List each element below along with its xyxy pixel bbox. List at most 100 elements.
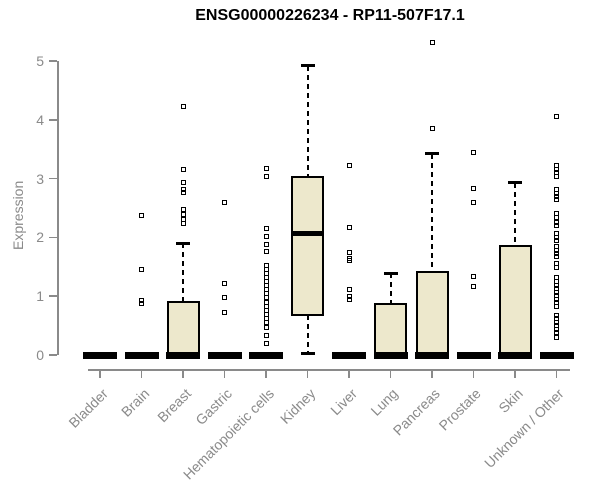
- outlier-point: [471, 149, 476, 155]
- outlier-point: [346, 162, 352, 168]
- boxplot-collapsed-bar: [456, 351, 491, 359]
- x-category-label-text: Kidney: [276, 385, 319, 427]
- outlier-point: [554, 210, 559, 216]
- x-category-label-text: Lung: [367, 385, 402, 419]
- outlier-point: [554, 330, 559, 336]
- outlier-point: [554, 222, 559, 228]
- boxplot-box: [415, 270, 449, 356]
- boxplot-box: [166, 301, 200, 356]
- outlier-point: [263, 324, 269, 330]
- y-axis-tick: [49, 177, 57, 180]
- outlier-point: [263, 226, 269, 232]
- outlier-point: [554, 265, 559, 271]
- outlier-point: [346, 258, 352, 264]
- outlier-point: [180, 216, 186, 222]
- x-category-label-text: Brain: [117, 385, 153, 420]
- outlier-point: [554, 238, 559, 244]
- median-line: [373, 351, 408, 359]
- outlier-point: [263, 241, 269, 247]
- outlier-point: [139, 212, 144, 218]
- outlier-point: [263, 249, 269, 254]
- x-axis-tick: [99, 369, 101, 378]
- outlier-point: [554, 219, 559, 225]
- boxplot-collapsed-bar: [332, 351, 366, 359]
- outlier-point: [139, 300, 144, 306]
- outlier-point: [554, 174, 559, 180]
- outlier-point: [263, 332, 269, 338]
- y-tick-label: 2: [36, 229, 44, 246]
- outlier-point: [346, 249, 352, 255]
- outlier-point: [180, 221, 186, 227]
- outlier-point: [429, 125, 435, 131]
- y-tick-label: 5: [36, 53, 44, 69]
- median-line: [166, 351, 200, 359]
- x-axis-tick: [306, 369, 309, 378]
- x-axis-tick: [555, 369, 558, 378]
- upper-whisker: [389, 273, 392, 305]
- y-axis-line: [57, 61, 59, 355]
- y-tick-label: 4: [36, 111, 44, 128]
- outlier-point: [222, 309, 227, 315]
- y-tick-label: 3: [36, 170, 44, 187]
- y-axis-tick: [49, 236, 57, 239]
- x-axis-tick: [431, 369, 433, 378]
- outlier-point: [554, 304, 559, 310]
- x-category-label-text: Breast: [153, 385, 194, 426]
- outlier-point: [554, 335, 559, 341]
- outlier-point: [346, 297, 352, 303]
- x-axis-tick: [265, 369, 267, 378]
- outlier-point: [554, 194, 559, 200]
- boxplot-collapsed-bar: [249, 351, 283, 359]
- y-axis-tick: [49, 119, 57, 121]
- x-category-label-text: Skin: [495, 385, 526, 416]
- outlier-point: [554, 197, 559, 203]
- outlier-point: [180, 166, 186, 172]
- upper-whisker-cap: [300, 64, 315, 68]
- outlier-point: [139, 267, 144, 273]
- outlier-point: [263, 340, 269, 346]
- median-line: [498, 351, 532, 359]
- boxplot-collapsed-bar: [83, 351, 117, 359]
- y-axis-tick: [49, 295, 57, 297]
- boxplot-collapsed-bar: [539, 351, 574, 359]
- y-axis-tick: [49, 354, 57, 356]
- outlier-point: [471, 199, 476, 205]
- median-line: [293, 230, 322, 236]
- outlier-point: [346, 287, 352, 293]
- x-axis-tick: [389, 369, 392, 378]
- lower-whisker-cap: [300, 351, 315, 355]
- upper-whisker-cap: [176, 241, 190, 245]
- x-axis-tick: [182, 369, 184, 378]
- median-line: [415, 351, 449, 359]
- outlier-point: [554, 254, 559, 260]
- outlier-point: [222, 280, 227, 286]
- x-category-label-text: Prostate: [435, 385, 485, 434]
- outlier-point: [180, 211, 186, 217]
- upper-whisker: [514, 182, 516, 247]
- outlier-point: [471, 283, 476, 289]
- x-axis-line: [88, 369, 570, 371]
- upper-whisker: [182, 243, 184, 303]
- x-axis-tick: [472, 369, 475, 378]
- x-category-label-text: Liver: [326, 385, 360, 419]
- x-axis-tick: [223, 369, 226, 378]
- y-tick-label: 1: [36, 288, 44, 305]
- outlier-point: [554, 114, 559, 120]
- outlier-point: [263, 320, 269, 326]
- boxplot-box: [374, 303, 407, 356]
- upper-whisker-cap: [425, 152, 439, 156]
- outlier-point: [263, 174, 269, 180]
- outlier-point: [222, 199, 227, 205]
- outlier-point: [471, 274, 476, 280]
- outlier-point: [180, 103, 186, 109]
- outlier-point: [346, 225, 352, 231]
- outlier-point: [180, 179, 186, 185]
- x-category-label-text: Bladder: [65, 385, 111, 431]
- outlier-point: [554, 251, 559, 257]
- upper-whisker: [431, 153, 433, 272]
- outlier-point: [429, 39, 435, 45]
- boxplot-collapsed-bar: [124, 351, 159, 359]
- y-axis-tick: [49, 60, 57, 62]
